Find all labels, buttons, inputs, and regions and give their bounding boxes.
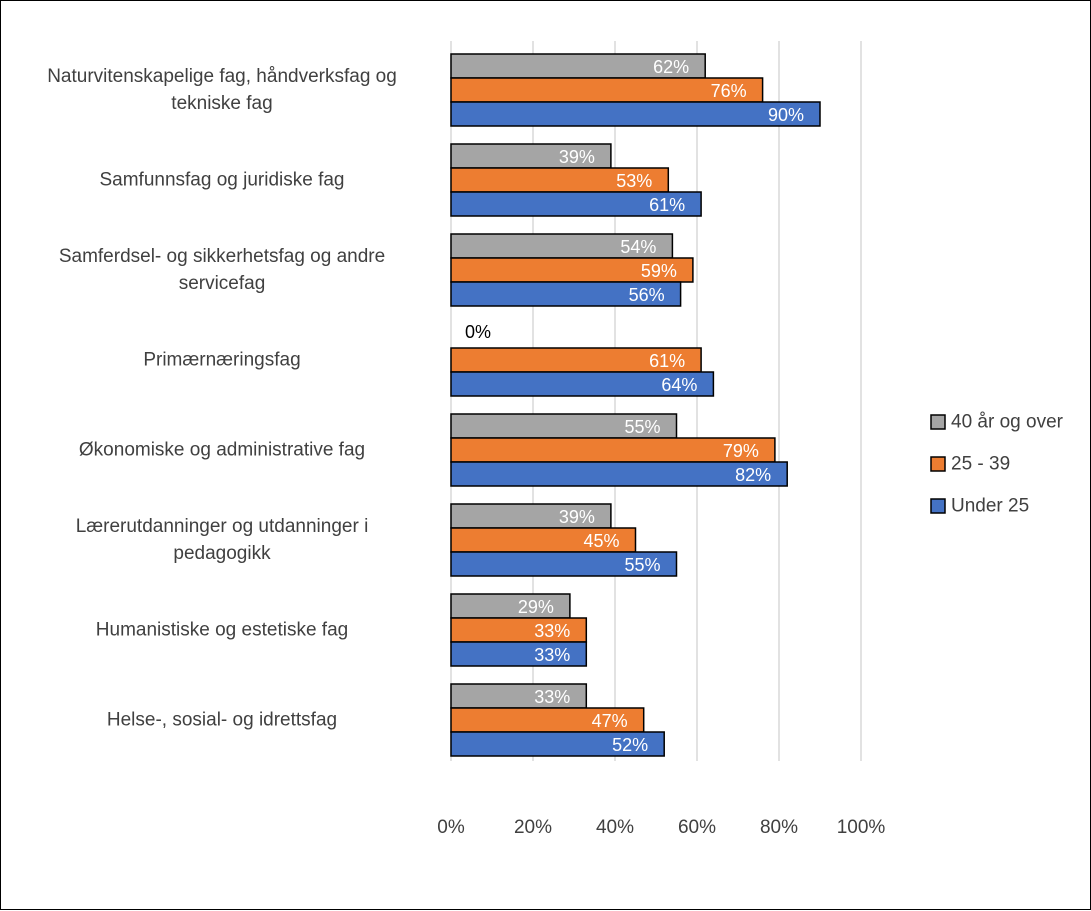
bar <box>450 257 694 283</box>
x-tick-label: 20% <box>514 817 552 838</box>
bar-value-label: 45% <box>583 531 619 551</box>
bar <box>450 593 571 619</box>
category-label: pedagogikk <box>173 543 271 564</box>
category-label: Humanistiske og estetiske fag <box>96 620 348 641</box>
bar-value-label: 61% <box>649 195 685 215</box>
bars <box>450 53 821 757</box>
bar-value-label: 56% <box>629 285 665 305</box>
bar <box>450 503 612 529</box>
legend-swatch <box>930 456 946 472</box>
bar-value-label: 53% <box>616 171 652 191</box>
x-tick-label: 80% <box>760 817 798 838</box>
bar-value-label: 82% <box>735 465 771 485</box>
bar <box>450 143 612 169</box>
bar-value-label: 52% <box>612 735 648 755</box>
x-tick-label: 100% <box>837 817 886 838</box>
bar-value-label: 55% <box>624 417 660 437</box>
category-label: Lærerutdanninger og utdanninger i <box>76 516 369 537</box>
legend-label: 40 år og over <box>951 412 1064 433</box>
bar-value-label: 55% <box>624 555 660 575</box>
bar-value-label: 39% <box>559 147 595 167</box>
bar-value-label: 0% <box>465 322 491 342</box>
bar <box>450 281 682 307</box>
bar-value-label: 29% <box>518 597 554 617</box>
x-tick-label: 40% <box>596 817 634 838</box>
bar <box>450 437 776 463</box>
bar <box>450 101 821 127</box>
bar <box>450 551 678 577</box>
legend-label: Under 25 <box>951 496 1029 517</box>
bar <box>450 77 764 103</box>
bar <box>450 683 588 709</box>
bar-value-label: 39% <box>559 507 595 527</box>
bar-value-label: 47% <box>592 711 628 731</box>
bar-value-label: 54% <box>620 237 656 257</box>
legend-swatch <box>930 414 946 430</box>
bar <box>450 371 715 397</box>
bar <box>450 233 674 259</box>
value-labels: 62% 76% 90% 39% 53% 61% 54% 59% 56% 0% 61% 64% 55% 79… <box>465 57 804 755</box>
bar-value-label: 33% <box>534 645 570 665</box>
category-label: Naturvitenskapelige fag, håndverksfag og <box>47 66 397 87</box>
bar <box>450 191 702 217</box>
bar-value-label: 62% <box>653 57 689 77</box>
category-label: Helse-, sosial- og idrettsfag <box>107 710 337 731</box>
category-label: Samferdsel- og sikkerhetsfag og andre <box>59 246 385 267</box>
legend-swatch <box>930 498 946 514</box>
x-tick-label: 0% <box>437 817 465 838</box>
bar <box>450 707 645 733</box>
bar-value-label: 59% <box>641 261 677 281</box>
bar-value-label: 64% <box>661 375 697 395</box>
bar-value-label: 33% <box>534 621 570 641</box>
legend-label: 25 - 39 <box>951 454 1010 475</box>
bar-value-label: 79% <box>723 441 759 461</box>
bar <box>450 641 588 667</box>
bar-value-label: 90% <box>768 105 804 125</box>
bar <box>450 731 665 757</box>
x-tick-label: 60% <box>678 817 716 838</box>
category-label: Primærnæringsfag <box>143 350 300 371</box>
category-label: Økonomiske og administrative fag <box>79 440 365 461</box>
bar-value-label: 33% <box>534 687 570 707</box>
legend: 40 år og over 25 - 39 Under 25 <box>930 412 1064 517</box>
category-labels: Naturvitenskapelige fag, håndverksfag og… <box>47 66 397 731</box>
bar <box>450 461 788 487</box>
bar-value-label: 61% <box>649 351 685 371</box>
category-label: servicefag <box>179 273 266 294</box>
category-label: Samfunnsfag og juridiske fag <box>99 170 344 191</box>
x-tick-labels: 0% 20% 40% 60% 80% 100% <box>437 817 885 838</box>
bar-value-label: 76% <box>711 81 747 101</box>
bar <box>450 527 637 553</box>
category-label: tekniske fag <box>171 93 272 114</box>
bar <box>450 617 588 643</box>
